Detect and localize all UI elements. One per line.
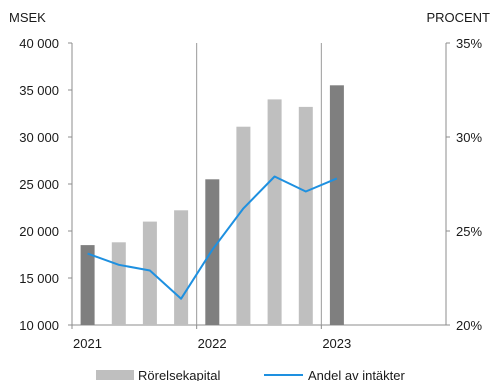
right-tick-label: 35% (456, 36, 482, 51)
legend: Rörelsekapital Andel av intäkter (96, 368, 406, 381)
left-unit-label: MSEK (9, 10, 46, 25)
right-axis-ticks: 20% 25% 30% 35% (446, 36, 482, 333)
legend-line-label: Andel av intäkter (308, 368, 406, 381)
line-andel-av-intakter (87, 175, 338, 300)
right-tick-label: 25% (456, 224, 482, 239)
x-tick-label: 2022 (198, 336, 227, 351)
line-series (87, 175, 338, 300)
left-tick-label: 20 000 (19, 224, 59, 239)
left-tick-label: 30 000 (19, 130, 59, 145)
bar-2021-q2 (111, 242, 126, 325)
bar-2021-q4 (174, 210, 189, 325)
bar-2022-q1 (205, 179, 220, 325)
bar-2021-q3 (142, 221, 157, 325)
left-tick-label: 35 000 (19, 83, 59, 98)
left-tick-label: 15 000 (19, 271, 59, 286)
right-tick-label: 20% (456, 318, 482, 333)
bar-2021-q1 (80, 245, 95, 325)
left-tick-label: 25 000 (19, 177, 59, 192)
right-tick-label: 30% (456, 130, 482, 145)
left-tick-label: 10 000 (19, 318, 59, 333)
bar-series (80, 85, 344, 326)
plot-frame (71, 43, 447, 326)
bar-2023-q1 (329, 85, 344, 325)
left-tick-label: 40 000 (19, 36, 59, 51)
left-axis-ticks: 10 000 15 000 20 000 25 000 30 000 35 000 40 0… (19, 36, 72, 333)
bar-2022-q4 (298, 106, 313, 326)
x-tick-label: 2023 (322, 336, 351, 351)
x-axis-labels: 2021 2022 2023 (71, 325, 351, 351)
legend-bar-swatch (96, 370, 134, 380)
bar-2022-q3 (267, 99, 282, 326)
bar-2022-q2 (236, 126, 251, 325)
x-tick-label: 2021 (73, 336, 102, 351)
right-unit-label: PROCENT (426, 10, 490, 25)
legend-bar-label: Rörelsekapital (138, 368, 220, 381)
